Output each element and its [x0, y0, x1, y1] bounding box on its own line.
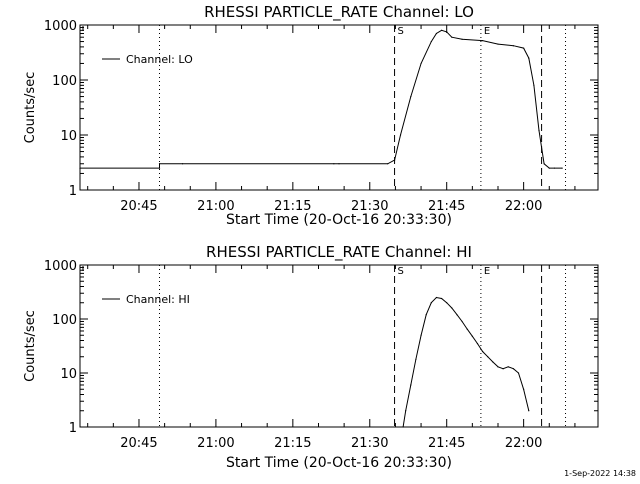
x-tick-label: 21:30 [351, 199, 388, 214]
data-point [430, 302, 432, 304]
data-point [79, 167, 81, 169]
series-line-lo [80, 29, 563, 169]
y-tick-label: 10 [60, 129, 77, 144]
y-axis-label: Counts/sec [23, 72, 38, 144]
data-point [420, 334, 422, 336]
y-tick-label: 1 [69, 421, 77, 436]
data-point [492, 361, 494, 363]
series-line-hi [402, 296, 530, 428]
x-tick-label: 21:00 [197, 199, 234, 214]
y-tick-label: 1000 [44, 259, 77, 274]
data-point [548, 167, 550, 169]
data-point [512, 45, 514, 47]
data-point [158, 163, 161, 165]
x-tick-label: 22:00 [505, 199, 542, 214]
data-point [435, 32, 438, 35]
data-point [538, 130, 540, 132]
data-point [561, 167, 563, 169]
y-tick-label: 10 [60, 367, 77, 382]
y-tick-label: 1000 [44, 19, 77, 34]
data-point [333, 163, 335, 165]
data-point [415, 358, 417, 360]
data-point [399, 134, 402, 136]
data-point [338, 163, 340, 165]
event-marker-label: E [484, 26, 490, 37]
data-point [425, 314, 427, 316]
data-point [440, 297, 443, 300]
data-point [517, 372, 520, 374]
y-tick-label: 1 [69, 184, 77, 199]
data-point [466, 328, 468, 330]
data-point [461, 320, 463, 323]
data-point [451, 307, 453, 309]
data-point [405, 410, 407, 412]
footer-timestamp: 1-Sep-2022 14:38 [564, 469, 636, 478]
x-tick-label: 21:15 [274, 199, 311, 214]
data-point [482, 40, 484, 42]
x-tick-label: 21:15 [274, 436, 311, 451]
x-tick-label: 21:45 [428, 436, 465, 451]
data-point [393, 159, 396, 161]
data-point [456, 314, 458, 316]
data-point [451, 36, 453, 38]
chart-panel-lo: RHESSI PARTICLE_RATE Channel: LO 1 10 100 10… [23, 3, 599, 228]
x-axis-label: Start Time (20-Oct-16 20:33:30) [226, 212, 452, 228]
x-tick-label: 21:45 [428, 199, 465, 214]
y-tick-label: 100 [52, 74, 77, 89]
legend-label: Channel: HI [126, 293, 190, 306]
data-point [410, 95, 412, 98]
data-point [440, 29, 443, 31]
chart-title: RHESSI PARTICLE_RATE Channel: HI [206, 243, 472, 262]
data-point [435, 296, 438, 299]
data-point [507, 366, 509, 368]
chart-panel-hi: RHESSI PARTICLE_RATE Channel: HI 1 10 100 10… [23, 243, 599, 471]
chart-title: RHESSI PARTICLE_RATE Channel: LO [204, 3, 474, 22]
data-point [446, 31, 448, 33]
data-point [482, 350, 484, 353]
data-point [523, 47, 525, 49]
data-point [497, 366, 499, 368]
plot-frame [79, 264, 599, 428]
x-tick-label: 21:00 [197, 436, 234, 451]
data-point [502, 368, 504, 370]
x-tick-label: 22:00 [505, 436, 542, 451]
data-point [387, 163, 389, 165]
x-tick-label: 20:45 [120, 436, 157, 451]
data-point [471, 335, 473, 337]
data-point [181, 163, 184, 165]
data-point [487, 356, 489, 358]
event-marker-label: E [484, 266, 490, 277]
data-point [553, 167, 556, 169]
data-point [402, 426, 404, 428]
data-point [528, 410, 530, 412]
y-axis-label: Counts/sec [23, 310, 38, 382]
x-axis-label: Start Time (20-Oct-16 20:33:30) [226, 455, 452, 471]
data-point [476, 343, 479, 345]
data-point [430, 40, 432, 43]
y-tick-label: 100 [52, 313, 77, 328]
data-point [461, 38, 463, 40]
data-point [543, 163, 545, 165]
x-tick-label: 20:45 [120, 199, 157, 214]
data-point [523, 388, 525, 390]
data-point [497, 43, 499, 45]
data-point [512, 368, 514, 370]
data-point [158, 167, 161, 169]
data-point [420, 62, 422, 65]
plot-frame [79, 24, 599, 191]
data-point [446, 302, 448, 304]
event-marker-label: S [398, 266, 404, 277]
data-point [410, 384, 412, 386]
legend-label: Channel: LO [126, 53, 193, 66]
data-point [533, 84, 535, 86]
x-tick-label: 21:30 [351, 436, 388, 451]
data-point [528, 57, 530, 59]
event-marker-label: S [398, 26, 404, 37]
